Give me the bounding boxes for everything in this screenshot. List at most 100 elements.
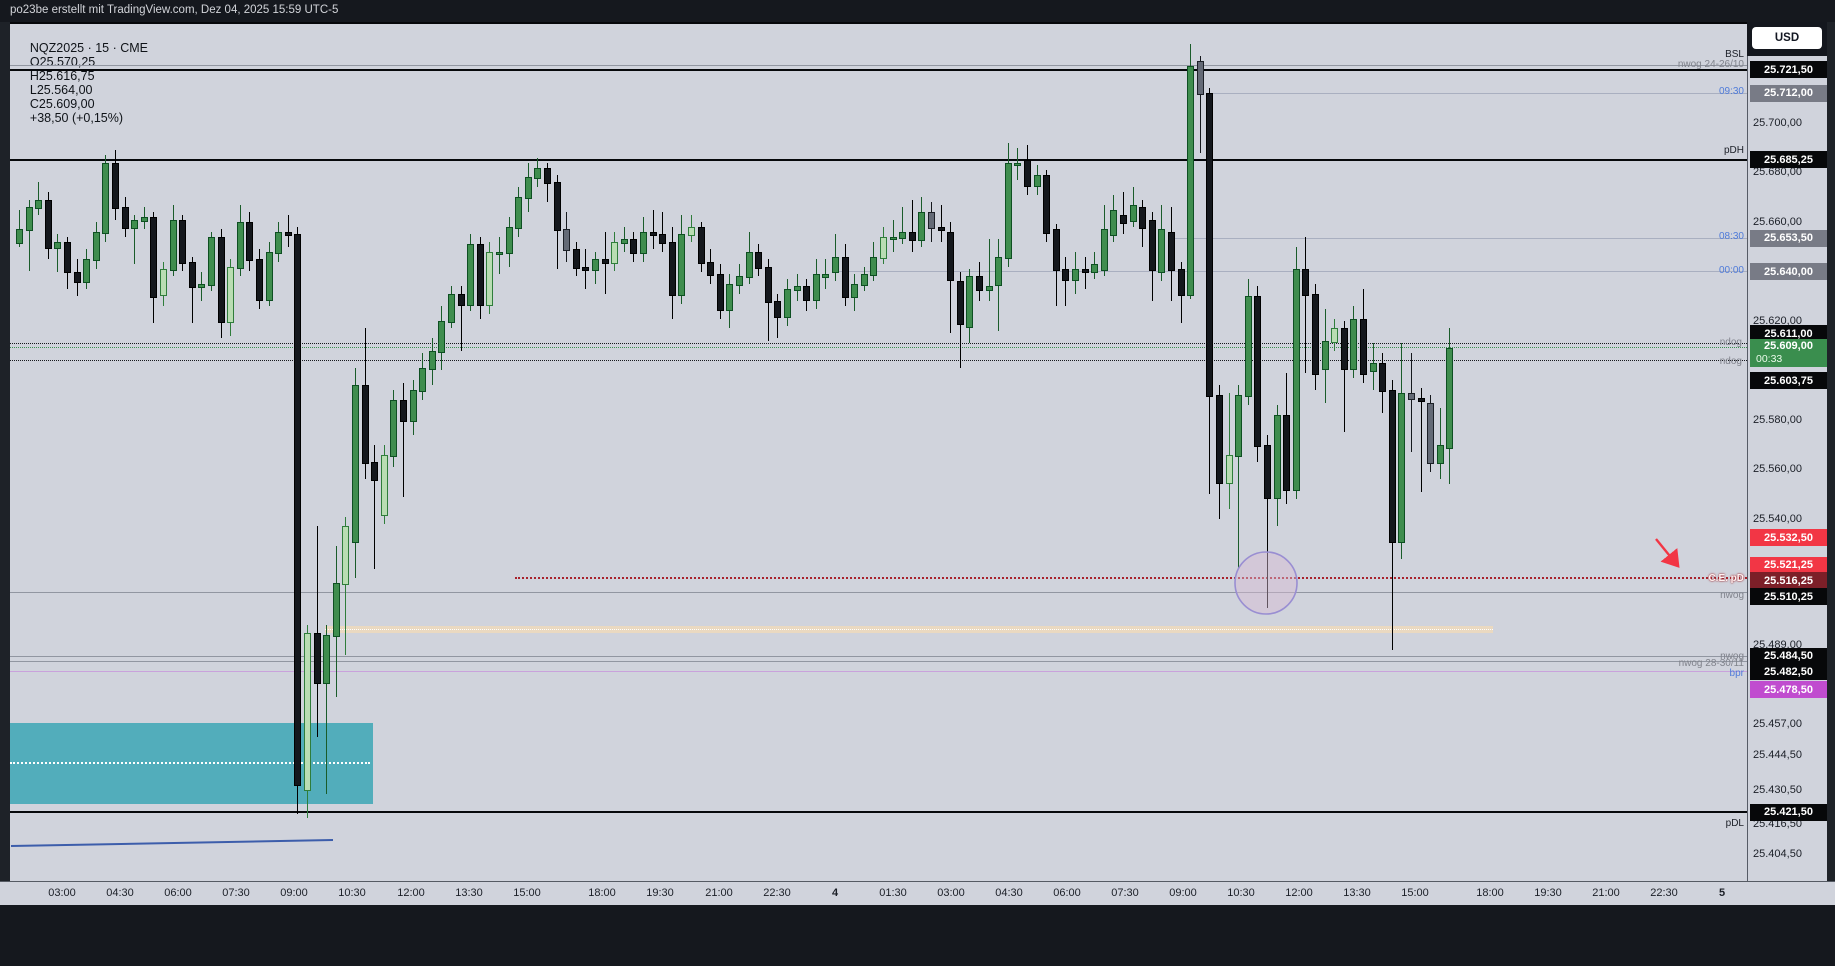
time-label[interactable]: 06:00 [1053, 887, 1081, 899]
candle-wick [1343, 321, 1345, 433]
candle-wick [499, 236, 500, 274]
candle-body [745, 251, 753, 279]
candle-body [889, 236, 897, 241]
candle-body [716, 273, 724, 311]
time-label[interactable]: 03:00 [48, 887, 76, 899]
candle-body [688, 226, 695, 237]
time-label[interactable]: 18:00 [588, 887, 616, 899]
time-label[interactable]: 07:30 [1111, 887, 1139, 899]
time-label[interactable]: 10:30 [338, 887, 366, 899]
candle-body [102, 162, 110, 234]
candle-body [409, 390, 417, 422]
candle-wick [892, 219, 894, 252]
candle-body [467, 244, 475, 306]
candle-wick [911, 199, 913, 252]
candle-body [966, 276, 974, 328]
candle-body [92, 231, 100, 262]
candle-body [352, 385, 359, 544]
candle-body [793, 286, 801, 291]
candle-wick [1238, 385, 1240, 569]
candle-body [1072, 269, 1079, 281]
price-label: 25.611,00 [1750, 325, 1827, 343]
candle-body [544, 167, 551, 185]
time-label[interactable]: 09:00 [1169, 887, 1197, 899]
price-line-ce-pd [515, 576, 1747, 579]
candle-body [534, 167, 542, 180]
time-label[interactable]: 15:00 [1401, 887, 1429, 899]
candle-body [1177, 269, 1185, 296]
candle-body [342, 526, 350, 586]
line-label: pDH [1723, 145, 1744, 156]
symbol-legend[interactable]: NQZ2025 · 15 · CME O25.570,25 H25.616,75… [16, 27, 155, 139]
currency-button[interactable]: USD [1752, 27, 1822, 49]
price-tick: 25.660,00 [1753, 215, 1802, 228]
time-label[interactable]: 22:30 [763, 887, 791, 899]
line-label: 09:30 [1718, 86, 1744, 97]
price-tick: 25.540,00 [1753, 512, 1802, 525]
time-label[interactable]: 4 [831, 887, 839, 899]
price-label: 25.609,00 00:33 [1750, 339, 1827, 368]
time-label[interactable]: 18:00 [1476, 887, 1504, 899]
gap-band-dotted-line [325, 629, 1493, 630]
line-label: 00:00 [1718, 265, 1744, 276]
time-label[interactable]: 13:30 [1343, 887, 1371, 899]
candle-body [985, 286, 993, 291]
candle-wick [902, 207, 904, 245]
time-label[interactable]: 12:00 [1285, 887, 1313, 899]
candle-body [668, 241, 676, 296]
time-label[interactable]: 04:30 [106, 887, 134, 899]
candle-body [860, 273, 868, 286]
candle-body [1187, 66, 1195, 296]
candle-body [908, 231, 916, 242]
time-label[interactable]: 04:30 [995, 887, 1023, 899]
candle-body [630, 239, 638, 254]
candle-body [1158, 229, 1166, 274]
candle-body [918, 212, 926, 242]
candle-body [1091, 264, 1099, 274]
time-axis[interactable] [0, 881, 1835, 906]
time-label[interactable]: 01:30 [879, 887, 907, 899]
candle-wick [316, 526, 318, 737]
time-label[interactable]: 21:00 [705, 887, 733, 899]
candle-wick [1228, 392, 1230, 510]
candle-body [553, 182, 561, 232]
time-label[interactable]: 19:30 [1534, 887, 1562, 899]
candle-body [1436, 444, 1444, 465]
time-label[interactable]: 19:30 [646, 887, 674, 899]
time-label[interactable]: 10:30 [1227, 887, 1255, 899]
time-label[interactable]: 03:00 [937, 887, 965, 899]
candle-body [1273, 415, 1281, 499]
time-label[interactable]: 12:00 [397, 887, 425, 899]
price-tick: 25.416,50 [1753, 818, 1802, 831]
candle-wick [940, 204, 942, 242]
time-label[interactable]: 21:00 [1592, 887, 1620, 899]
time-label[interactable]: 07:30 [222, 887, 250, 899]
candle-wick [374, 444, 376, 569]
time-label[interactable]: 09:00 [280, 887, 308, 899]
time-label[interactable]: 06:00 [164, 887, 192, 899]
time-label[interactable]: 5 [1718, 887, 1726, 899]
candle-body [140, 217, 148, 222]
line-label: bpr [1729, 668, 1744, 679]
candle-body [1033, 174, 1041, 187]
candle-body [956, 281, 964, 326]
candle-body [73, 271, 81, 284]
candle-body [832, 256, 839, 274]
line-label: nwog [1720, 651, 1744, 662]
time-label[interactable]: 15:00 [513, 887, 541, 899]
candle-body [755, 251, 763, 269]
time-label[interactable]: 13:30 [455, 887, 483, 899]
price-label: 25.712,00 [1750, 84, 1827, 102]
line-label: 08:30 [1718, 231, 1744, 242]
time-label[interactable]: 22:30 [1650, 887, 1678, 899]
price-label: 25.421,50 [1750, 803, 1827, 821]
candle-body [1120, 214, 1127, 224]
candle-wick [326, 625, 328, 794]
candle-body [1081, 269, 1089, 274]
candle-body [1014, 162, 1022, 167]
candle-body [304, 632, 311, 791]
candle-body [1408, 392, 1415, 400]
candle-body [659, 234, 667, 244]
candle-wick [1123, 192, 1124, 235]
candle-body [582, 266, 590, 272]
